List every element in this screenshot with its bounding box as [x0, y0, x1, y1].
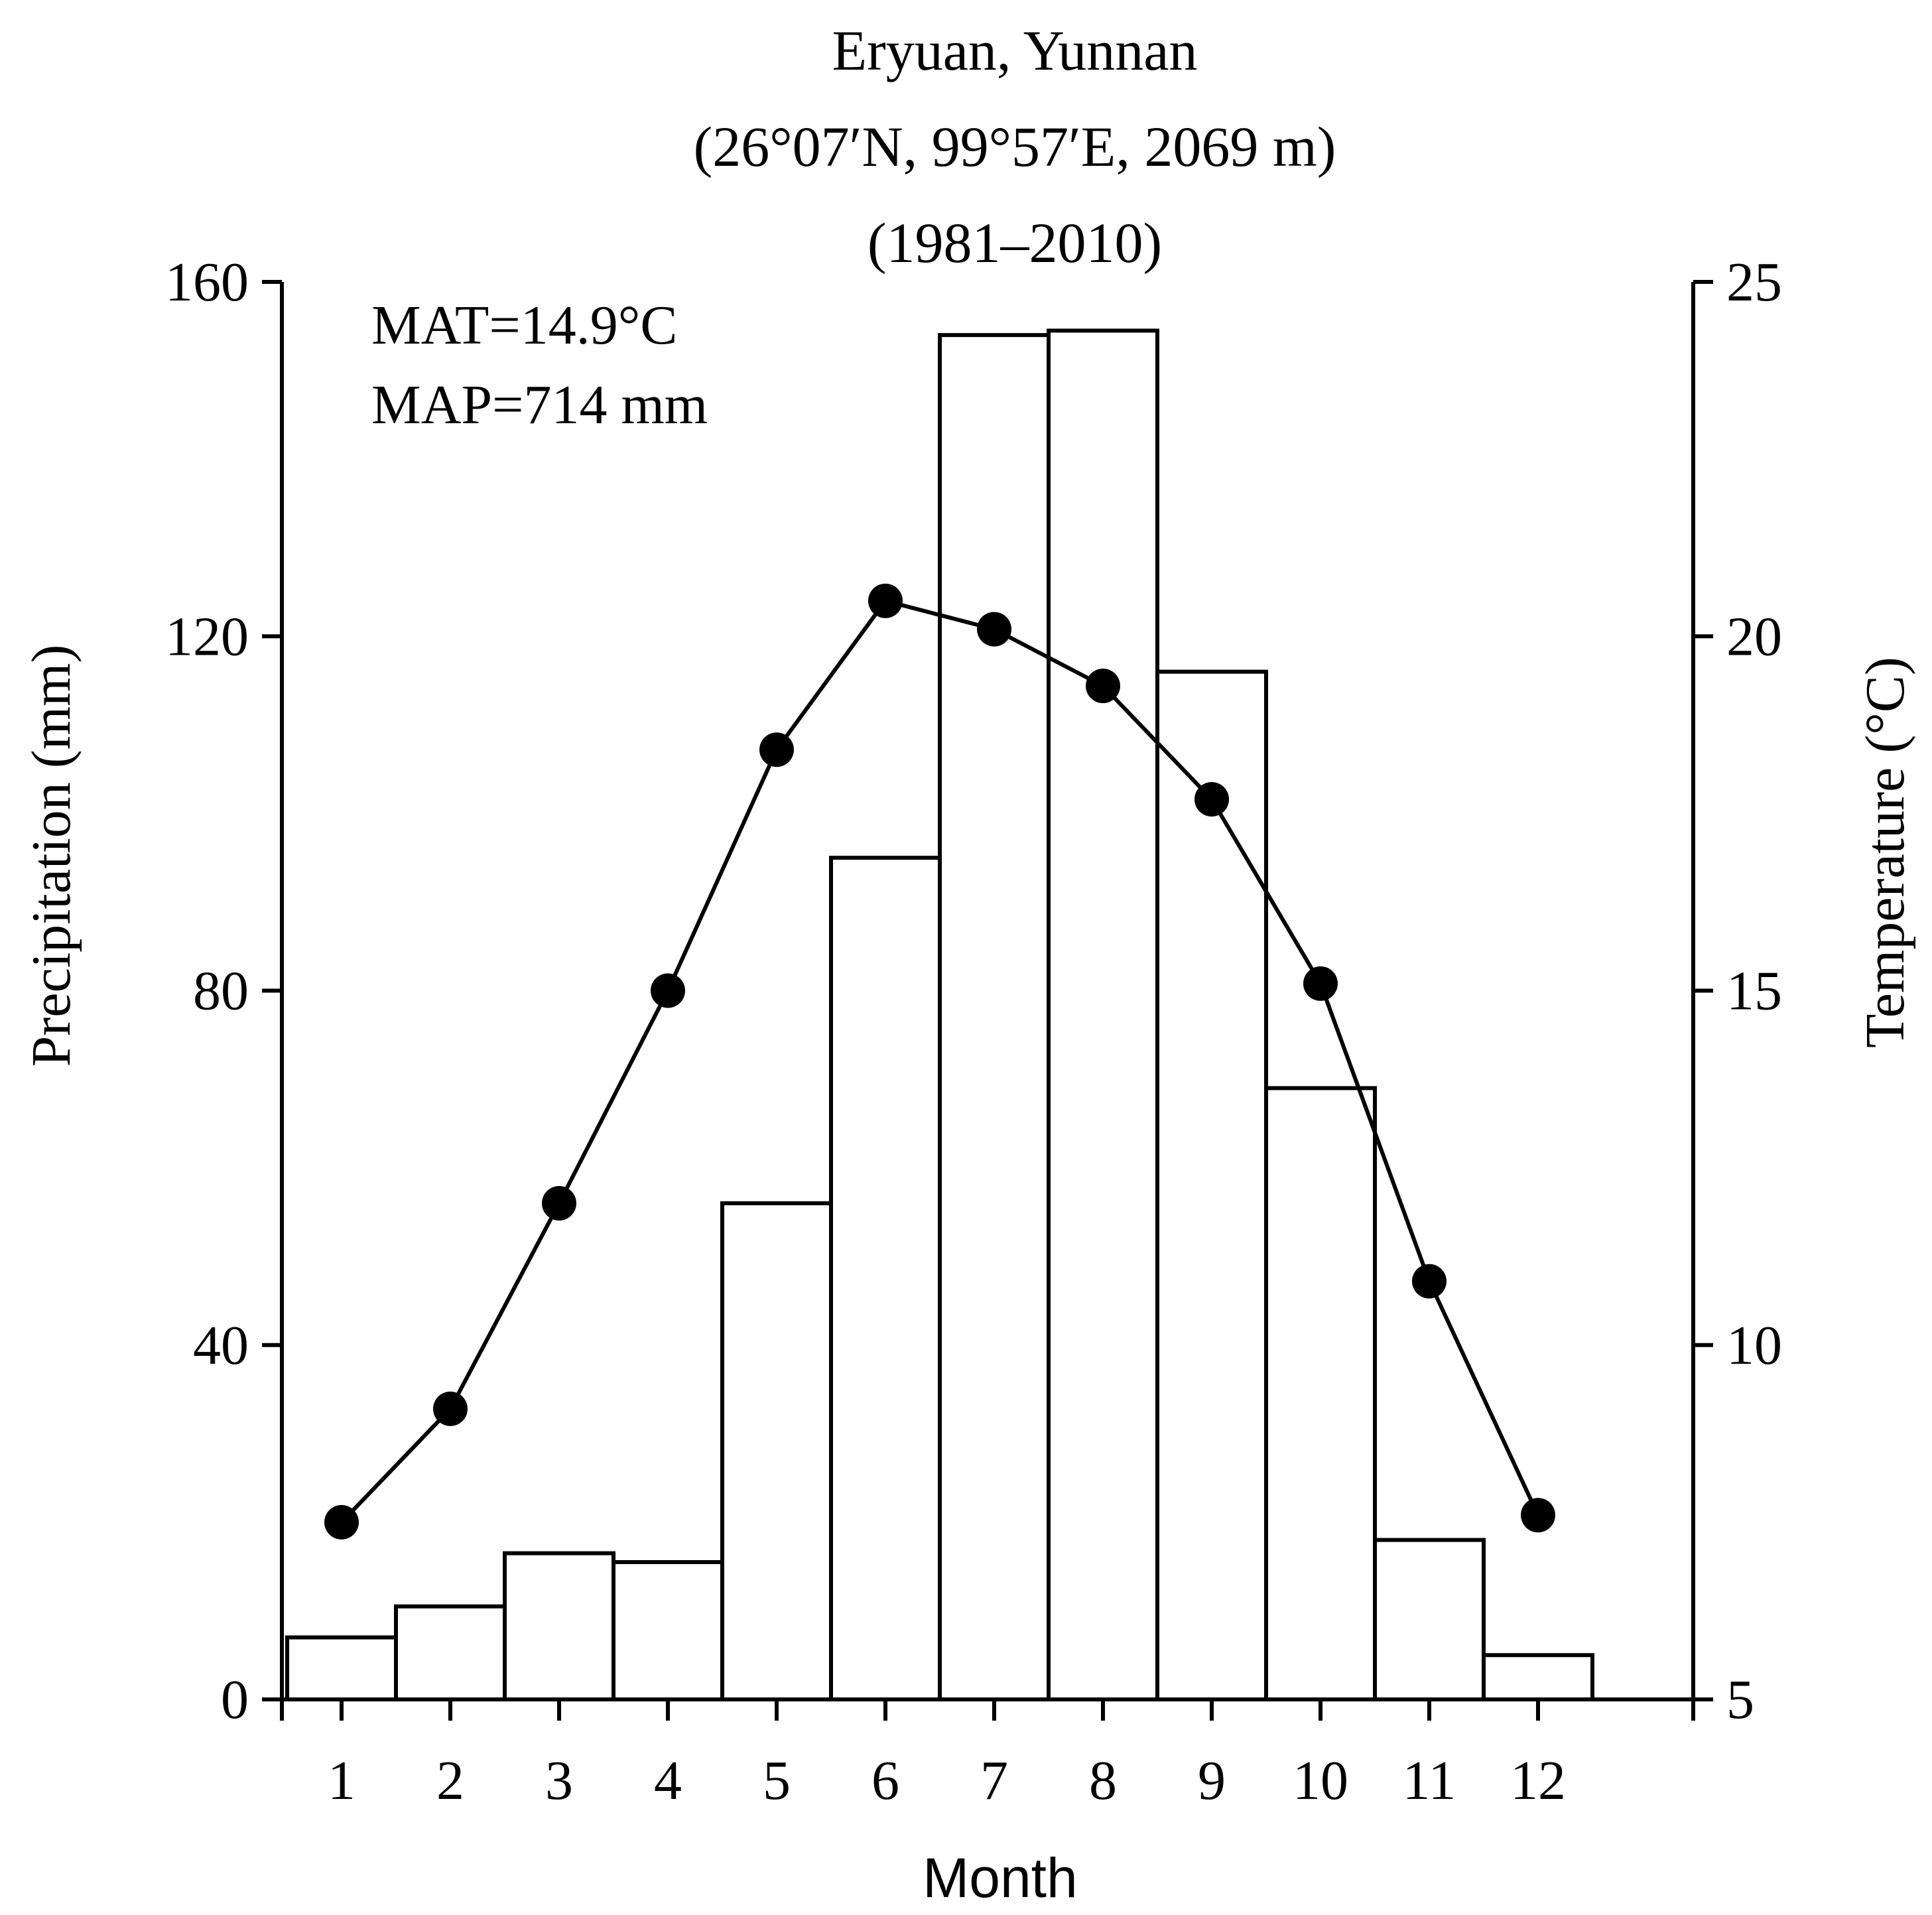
y-right-tick-label-10: 10 — [1726, 1315, 1782, 1376]
y-left-tick-label-0: 0 — [221, 1669, 249, 1731]
y-right-tick-label-25: 25 — [1726, 251, 1782, 313]
x-tick-label-2: 2 — [436, 1750, 464, 1812]
precip-bar-11 — [1373, 1538, 1486, 1701]
y-right-tick-label-5: 5 — [1726, 1669, 1754, 1731]
temperature-point-4 — [651, 973, 685, 1008]
y-left-tick-label-80: 80 — [193, 960, 249, 1022]
x-tick-label-11: 11 — [1403, 1750, 1456, 1812]
x-tick-label-9: 9 — [1198, 1750, 1226, 1812]
title-line-3: (1981–2010) — [868, 211, 1162, 275]
x-tick-label-4: 4 — [654, 1750, 682, 1812]
precip-bar-8 — [1047, 328, 1159, 1701]
temperature-point-6 — [868, 583, 903, 618]
precip-bar-10 — [1264, 1086, 1377, 1701]
title-line-2: (26°07′N, 99°57′E, 2069 m) — [694, 115, 1336, 178]
x-tick-label-5: 5 — [763, 1750, 791, 1812]
temperature-point-10 — [1303, 966, 1338, 1001]
x-tick-label-8: 8 — [1089, 1750, 1117, 1812]
x-tick-label-3: 3 — [545, 1750, 573, 1812]
temperature-point-12 — [1521, 1498, 1555, 1533]
x-tick-label-6: 6 — [871, 1750, 899, 1812]
precip-bar-9 — [1155, 669, 1268, 1701]
y-axis-left-label: Precipitation (mm) — [21, 645, 82, 1067]
temperature-point-7 — [977, 612, 1011, 647]
precip-bar-2 — [394, 1604, 507, 1701]
y-right-tick-label-20: 20 — [1726, 606, 1782, 667]
y-left-tick-label-120: 120 — [165, 606, 249, 667]
y-axis-right-label: Temperature (°C) — [1854, 657, 1916, 1048]
y-right-tick-label-15: 15 — [1726, 960, 1782, 1022]
title-line-1: Eryuan, Yunnan — [832, 19, 1198, 82]
temperature-point-5 — [759, 732, 794, 767]
precip-bar-3 — [503, 1551, 615, 1701]
temperature-point-1 — [324, 1504, 359, 1540]
temperature-point-11 — [1412, 1264, 1447, 1299]
tick-marks — [262, 280, 1713, 1721]
precipitation-bars — [285, 328, 1594, 1702]
temperature-point-8 — [1086, 669, 1120, 704]
x-tick-label-1: 1 — [328, 1750, 355, 1812]
x-tick-label-7: 7 — [980, 1750, 1008, 1812]
y-left-tick-label-160: 160 — [165, 251, 249, 313]
precip-bar-7 — [938, 333, 1051, 1702]
annotation-mat: MAT=14.9°C — [371, 295, 677, 356]
temperature-point-3 — [542, 1186, 576, 1221]
x-tick-label-10: 10 — [1293, 1750, 1348, 1812]
temperature-line — [340, 598, 1540, 1524]
temperature-point-9 — [1194, 782, 1229, 817]
precip-bar-6 — [829, 856, 942, 1701]
precip-bar-1 — [285, 1635, 398, 1702]
precip-bar-5 — [720, 1201, 833, 1702]
precip-bar-12 — [1482, 1653, 1594, 1701]
chart-title: Eryuan, Yunnan (26°07′N, 99°57′E, 2069 m… — [694, 19, 1336, 275]
x-tick-label-12: 12 — [1510, 1750, 1566, 1812]
precip-bar-4 — [612, 1559, 724, 1701]
annotation-map: MAP=714 mm — [371, 374, 708, 436]
temperature-series — [324, 583, 1555, 1540]
y-left-tick-label-40: 40 — [193, 1315, 249, 1376]
x-axis-label: Month — [923, 1847, 1077, 1909]
temperature-point-2 — [433, 1391, 468, 1426]
